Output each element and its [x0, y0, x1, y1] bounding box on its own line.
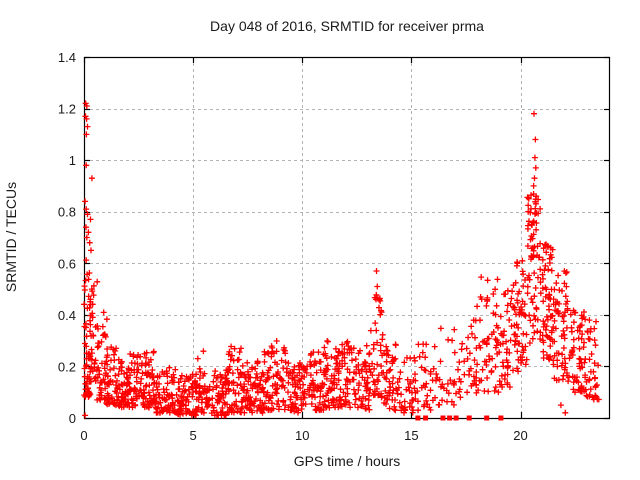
scatter-points-srmtid [81, 100, 602, 419]
flag-square-marker [466, 415, 472, 421]
x-tick-label: 0 [80, 428, 87, 443]
y-tick-label: 0.6 [58, 256, 76, 271]
y-tick-label: 0 [69, 411, 76, 426]
flag-square-marker [453, 415, 459, 421]
y-tick-label: 1.2 [58, 102, 76, 117]
y-tick-label: 0.4 [58, 308, 76, 323]
x-axis-label: GPS time / hours [294, 453, 401, 469]
flag-square-marker [415, 415, 421, 421]
flag-square-marker [447, 415, 453, 421]
x-tick-label: 15 [404, 428, 418, 443]
flag-square-marker [440, 415, 446, 421]
chart-title: Day 048 of 2016, SRMTID for receiver prm… [210, 18, 484, 34]
flag-square-marker [423, 415, 429, 421]
y-tick-label: 1.4 [58, 50, 76, 65]
scatter-series-srmtid [81, 100, 602, 419]
y-tick-label: 1 [69, 153, 76, 168]
x-tick-label: 20 [513, 428, 527, 443]
x-tick-label: 5 [190, 428, 197, 443]
y-axis-label: SRMTID / TECUs [3, 182, 19, 292]
y-tick-label: 0.2 [58, 359, 76, 374]
x-tick-label: 10 [295, 428, 309, 443]
scatter-series-zero-flags [415, 415, 504, 421]
tick-labels: 0 5 10 15 20 0 0.2 0.4 0.6 0.8 1 1.2 1.4 [58, 50, 528, 443]
flag-square-marker [484, 415, 490, 421]
flag-square-marker [498, 415, 504, 421]
y-tick-label: 0.8 [58, 205, 76, 220]
